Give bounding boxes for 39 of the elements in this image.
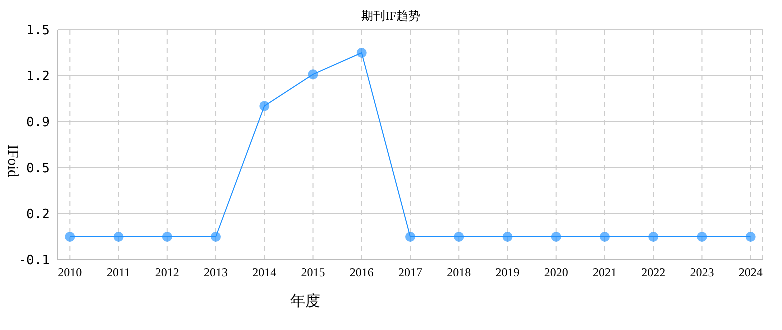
point xyxy=(211,232,222,242)
point xyxy=(502,232,513,242)
x-tick-label: 2013 xyxy=(204,266,228,280)
x-tick-label: 2011 xyxy=(106,266,131,280)
x-tick-label: 2018 xyxy=(447,266,472,280)
x-tick-label: 2019 xyxy=(496,266,520,280)
point xyxy=(65,232,76,242)
x-tick-label: 2016 xyxy=(350,266,374,280)
x-tick-label: 2022 xyxy=(642,266,666,280)
x-tick-label: 2017 xyxy=(398,266,422,280)
point xyxy=(406,232,416,242)
y-tick-label: 0.2 xyxy=(26,208,50,223)
x-tick-label: 2020 xyxy=(544,266,568,280)
y-tick-label: 0.9 xyxy=(26,116,50,131)
x-tick-label: 2015 xyxy=(301,266,326,280)
y-tick-label: 0.5 xyxy=(26,162,50,177)
x-tick-label: 2012 xyxy=(155,266,180,280)
point xyxy=(697,232,708,242)
point xyxy=(648,232,659,242)
point xyxy=(260,101,270,112)
point xyxy=(454,232,464,242)
y-tick-label: 1.5 xyxy=(26,24,50,39)
point xyxy=(308,70,318,80)
y-tick-label: 1.2 xyxy=(26,70,50,85)
x-axis-title: 年度 xyxy=(290,293,320,310)
y-axis-title: IFoid xyxy=(4,145,21,178)
x-tick-label: 2023 xyxy=(690,266,714,280)
y-tick-label: -0.1 xyxy=(18,254,50,269)
point xyxy=(600,232,610,242)
point xyxy=(114,232,124,242)
point xyxy=(162,232,172,242)
x-tick-label: 2024 xyxy=(738,266,763,280)
point xyxy=(551,232,562,242)
chart-title: 期刊IF趋势 xyxy=(360,8,422,25)
x-tick-label: 2010 xyxy=(58,266,82,280)
x-tick-label: 2021 xyxy=(592,266,617,280)
point xyxy=(746,232,756,242)
x-tick-label: 2014 xyxy=(252,266,277,280)
point xyxy=(356,48,367,58)
